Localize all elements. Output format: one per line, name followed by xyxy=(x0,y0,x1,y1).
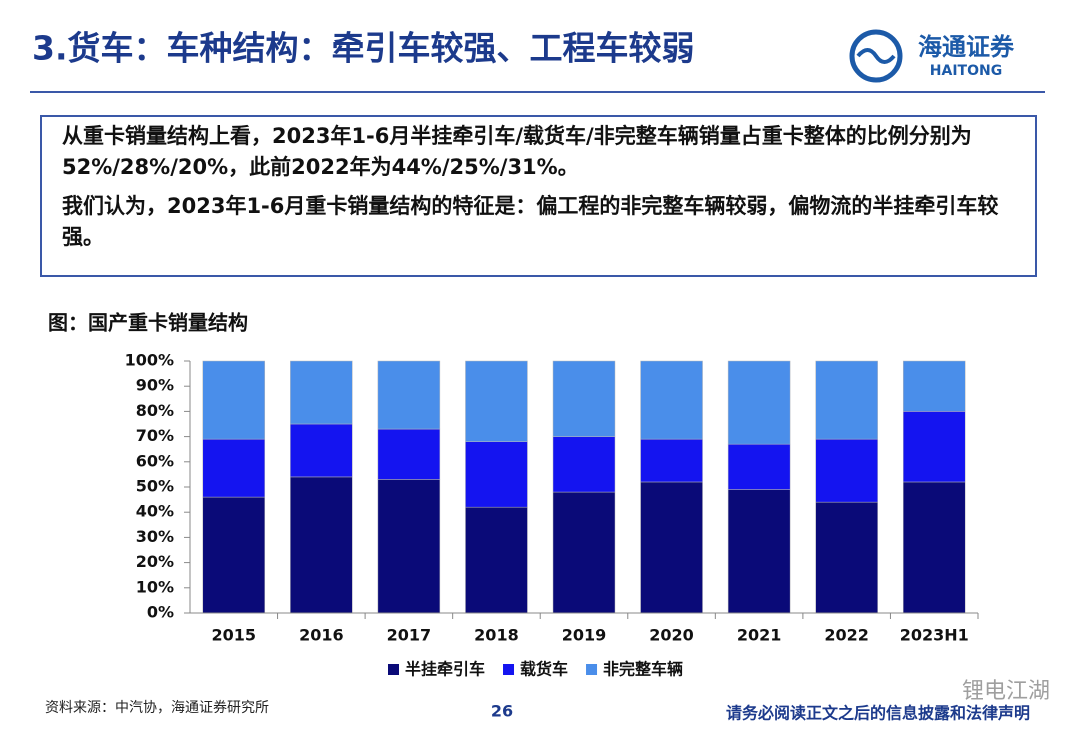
bar-segment xyxy=(465,360,528,442)
y-tick-label: 60% xyxy=(136,451,174,470)
bar-segment xyxy=(727,360,791,445)
x-tick-label: 2017 xyxy=(387,626,432,645)
y-tick-label: 0% xyxy=(147,603,174,622)
x-tick-label: 2023H1 xyxy=(900,626,969,645)
bar-segment xyxy=(202,496,266,614)
y-tick-label: 50% xyxy=(136,477,174,496)
bar-segment xyxy=(640,438,703,483)
legend-label: 载货车 xyxy=(520,660,568,679)
bar-segment xyxy=(377,360,441,430)
bar-segment xyxy=(727,489,791,614)
logo-icon xyxy=(849,29,903,83)
logo-icon xyxy=(856,48,896,64)
y-tick-label: 70% xyxy=(136,426,174,445)
legend-label: 半挂牵引车 xyxy=(405,660,485,679)
bar-segment xyxy=(552,436,616,493)
slide-title: 3.货车：车种结构：牵引车较强、工程车较弱 xyxy=(32,29,695,68)
x-tick-label: 2019 xyxy=(562,626,607,645)
y-tick-label: 40% xyxy=(136,502,174,521)
y-tick-label: 10% xyxy=(136,577,174,596)
bar-segment xyxy=(640,360,703,440)
logo: 海通证券 HAITONG xyxy=(849,29,1015,83)
bar-segment xyxy=(465,506,528,614)
bar-segment xyxy=(552,360,616,437)
y-tick-label: 20% xyxy=(136,552,174,571)
chart-title: 图：国产重卡销量结构 xyxy=(48,311,248,335)
x-tick-label: 2021 xyxy=(737,626,782,645)
legend-swatch xyxy=(388,664,399,675)
bar-segment xyxy=(377,479,441,614)
y-tick-label: 80% xyxy=(136,401,174,420)
bar-segment xyxy=(202,360,266,440)
x-tick-label: 2020 xyxy=(649,626,694,645)
bar-segment xyxy=(290,423,353,478)
logo-cn: 海通证券 xyxy=(918,33,1015,61)
bar-segment xyxy=(815,501,878,614)
y-tick-label: 100% xyxy=(125,351,174,370)
bar-segment xyxy=(815,360,878,440)
bar-segment xyxy=(290,360,353,425)
bar-segment xyxy=(727,443,791,490)
bar-segment xyxy=(902,360,966,412)
legend-label: 非完整车辆 xyxy=(603,660,683,679)
x-tick-label: 2016 xyxy=(299,626,344,645)
bar-segment xyxy=(902,481,966,614)
bar-segment xyxy=(465,441,528,508)
bar-segment xyxy=(552,491,616,614)
legend-swatch xyxy=(503,664,515,675)
watermark: 锂电江湖 xyxy=(962,679,1050,704)
bar-segment xyxy=(815,438,878,503)
x-tick-label: 2022 xyxy=(824,626,869,645)
summary-text: 我们认为，2023年1-6月重卡销量结构的特征是：偏工程的非完整车辆较弱，偏物流… xyxy=(62,194,999,249)
x-tick-label: 2018 xyxy=(474,626,519,645)
bar-segment xyxy=(202,438,266,498)
logo-en: HAITONG xyxy=(930,63,1002,79)
bar-segment xyxy=(290,476,353,614)
bar-segment xyxy=(640,481,703,614)
bar-segment xyxy=(377,428,441,480)
disclaimer: 请务必阅读正文之后的信息披露和法律声明 xyxy=(726,704,1030,723)
summary-box: 从重卡销量结构上看，2023年1-6月半挂牵引车/载货车/非完整车辆销量占重卡整… xyxy=(40,115,1037,277)
source: 资料来源：中汽协，海通证券研究所 xyxy=(45,700,269,716)
y-tick-label: 30% xyxy=(136,527,174,546)
x-tick-label: 2015 xyxy=(212,626,257,645)
summary-text: 从重卡销量结构上看，2023年1-6月半挂牵引车/载货车/非完整车辆销量占重卡整… xyxy=(62,124,972,179)
page-number: 26 xyxy=(491,702,513,721)
y-tick-label: 90% xyxy=(136,376,174,395)
legend-swatch xyxy=(586,664,598,675)
bar-segment xyxy=(902,411,966,483)
